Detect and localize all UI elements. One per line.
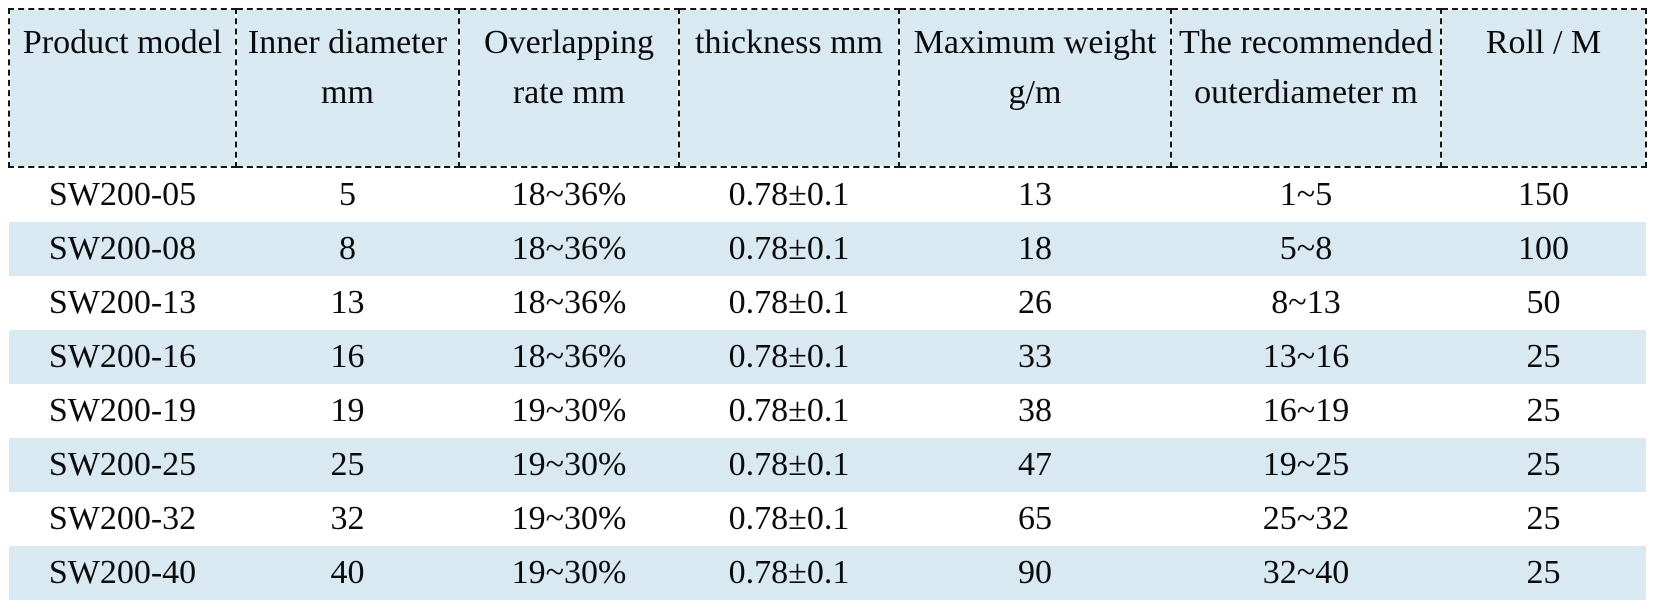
column-header-overlapping-rate: Overlapping rate mm	[458, 8, 680, 168]
cell-thickness: 0.78±0.1	[679, 167, 899, 222]
cell-recommended-outerdiameter: 25~32	[1171, 492, 1441, 546]
cell-recommended-outerdiameter: 13~16	[1171, 330, 1441, 384]
table-row-SW200-25: SW200-25 25 19~30% 0.78±0.1 47 19~25 25	[9, 438, 1646, 492]
cell-overlapping-rate: 18~36%	[459, 276, 679, 330]
cell-maximum-weight: 26	[899, 276, 1171, 330]
product-spec-table: Product model Inner diameter mm Overlappin…	[8, 8, 1647, 600]
cell-inner-diameter: 8	[236, 222, 459, 276]
cell-inner-diameter: 40	[236, 546, 459, 600]
cell-thickness: 0.78±0.1	[679, 546, 899, 600]
cell-recommended-outerdiameter: 8~13	[1171, 276, 1441, 330]
cell-overlapping-rate: 18~36%	[459, 330, 679, 384]
cell-inner-diameter: 5	[236, 167, 459, 222]
cell-thickness: 0.78±0.1	[679, 384, 899, 438]
table-row-SW200-40: SW200-40 40 19~30% 0.78±0.1 90 32~40 25	[9, 546, 1646, 600]
cell-product-model: SW200-13	[9, 276, 236, 330]
cell-inner-diameter: 13	[236, 276, 459, 330]
cell-roll-m: 50	[1441, 276, 1646, 330]
cell-maximum-weight: 38	[899, 384, 1171, 438]
cell-maximum-weight: 47	[899, 438, 1171, 492]
column-header-thickness: thickness mm	[678, 8, 900, 168]
table-body: SW200-05 5 18~36% 0.78±0.1 13 1~5 150 SW200-08 8…	[9, 167, 1646, 600]
cell-maximum-weight: 65	[899, 492, 1171, 546]
cell-inner-diameter: 32	[236, 492, 459, 546]
table-header: Product model Inner diameter mm Overlappin…	[8, 8, 1647, 168]
cell-roll-m: 25	[1441, 492, 1646, 546]
cell-roll-m: 25	[1441, 438, 1646, 492]
cell-product-model: SW200-16	[9, 330, 236, 384]
cell-thickness: 0.78±0.1	[679, 492, 899, 546]
column-header-inner-diameter: Inner diameter mm	[235, 8, 460, 168]
cell-recommended-outerdiameter: 16~19	[1171, 384, 1441, 438]
table-row-SW200-08: SW200-08 8 18~36% 0.78±0.1 18 5~8 100	[9, 222, 1646, 276]
cell-inner-diameter: 19	[236, 384, 459, 438]
header-row: Product model Inner diameter mm Overlappin…	[8, 8, 1647, 168]
cell-recommended-outerdiameter: 5~8	[1171, 222, 1441, 276]
cell-product-model: SW200-32	[9, 492, 236, 546]
cell-overlapping-rate: 19~30%	[459, 438, 679, 492]
cell-product-model: SW200-05	[9, 167, 236, 222]
table-row-SW200-19: SW200-19 19 19~30% 0.78±0.1 38 16~19 25	[9, 384, 1646, 438]
column-header-roll-m: Roll / M	[1440, 8, 1647, 168]
cell-overlapping-rate: 18~36%	[459, 167, 679, 222]
cell-roll-m: 25	[1441, 330, 1646, 384]
cell-maximum-weight: 90	[899, 546, 1171, 600]
table-row-SW200-13: SW200-13 13 18~36% 0.78±0.1 26 8~13 50	[9, 276, 1646, 330]
cell-inner-diameter: 25	[236, 438, 459, 492]
column-header-product-model: Product model	[8, 8, 237, 168]
table-row-SW200-05: SW200-05 5 18~36% 0.78±0.1 13 1~5 150	[9, 167, 1646, 222]
cell-roll-m: 25	[1441, 384, 1646, 438]
table-row-SW200-16: SW200-16 16 18~36% 0.78±0.1 33 13~16 25	[9, 330, 1646, 384]
cell-product-model: SW200-08	[9, 222, 236, 276]
cell-inner-diameter: 16	[236, 330, 459, 384]
column-header-recommended-outerdiameter: The recommended outerdiameter m	[1170, 8, 1442, 168]
cell-thickness: 0.78±0.1	[679, 276, 899, 330]
table-row-SW200-32: SW200-32 32 19~30% 0.78±0.1 65 25~32 25	[9, 492, 1646, 546]
cell-maximum-weight: 18	[899, 222, 1171, 276]
cell-product-model: SW200-19	[9, 384, 236, 438]
cell-thickness: 0.78±0.1	[679, 222, 899, 276]
cell-overlapping-rate: 18~36%	[459, 222, 679, 276]
cell-overlapping-rate: 19~30%	[459, 492, 679, 546]
cell-maximum-weight: 33	[899, 330, 1171, 384]
cell-recommended-outerdiameter: 19~25	[1171, 438, 1441, 492]
cell-recommended-outerdiameter: 32~40	[1171, 546, 1441, 600]
cell-overlapping-rate: 19~30%	[459, 384, 679, 438]
cell-product-model: SW200-25	[9, 438, 236, 492]
cell-maximum-weight: 13	[899, 167, 1171, 222]
column-header-maximum-weight: Maximum weight g/m	[898, 8, 1172, 168]
cell-thickness: 0.78±0.1	[679, 330, 899, 384]
cell-roll-m: 150	[1441, 167, 1646, 222]
cell-roll-m: 25	[1441, 546, 1646, 600]
cell-recommended-outerdiameter: 1~5	[1171, 167, 1441, 222]
cell-roll-m: 100	[1441, 222, 1646, 276]
cell-overlapping-rate: 19~30%	[459, 546, 679, 600]
cell-thickness: 0.78±0.1	[679, 438, 899, 492]
cell-product-model: SW200-40	[9, 546, 236, 600]
